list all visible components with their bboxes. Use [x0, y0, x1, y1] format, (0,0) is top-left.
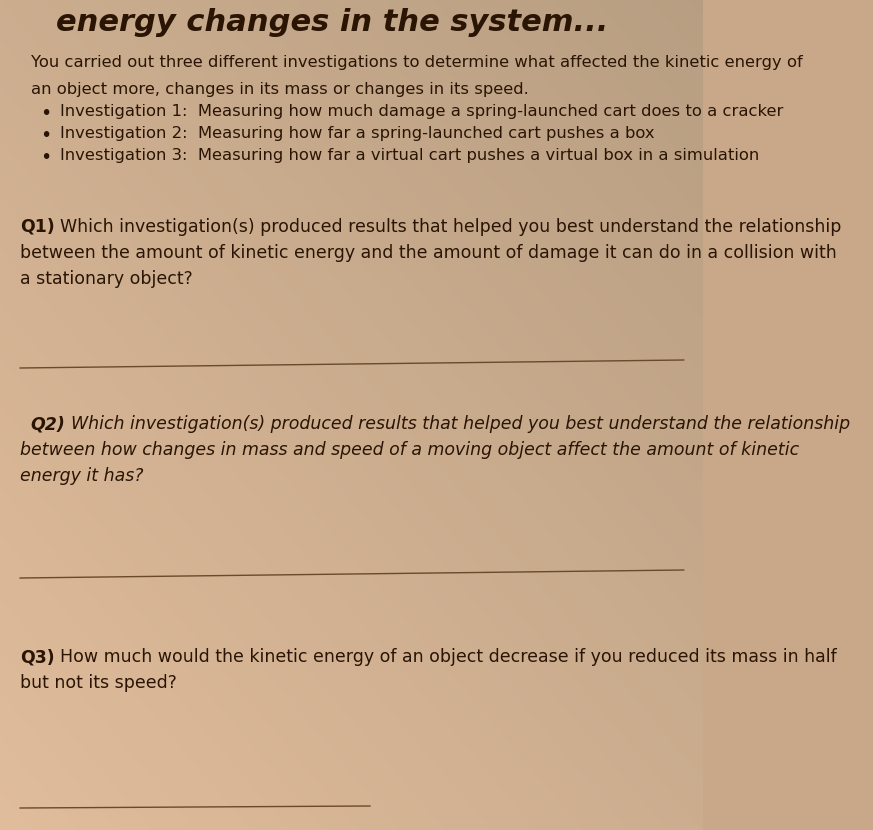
Text: energy it has?: energy it has?: [20, 467, 144, 485]
Text: How much would the kinetic energy of an object decrease if you reduced its mass : How much would the kinetic energy of an …: [60, 648, 837, 666]
Text: Q2): Q2): [31, 415, 65, 433]
Text: but not its speed?: but not its speed?: [20, 674, 177, 692]
Text: •: •: [40, 104, 52, 123]
Text: •: •: [40, 126, 52, 145]
Text: Investigation 2:  Measuring how far a spring-launched cart pushes a box: Investigation 2: Measuring how far a spr…: [60, 126, 655, 141]
Text: Which investigation(s) produced results that helped you best understand the rela: Which investigation(s) produced results …: [71, 415, 850, 433]
Text: Q3): Q3): [20, 648, 55, 666]
Text: •: •: [40, 148, 52, 167]
Text: You carried out three different investigations to determine what affected the ki: You carried out three different investig…: [31, 55, 802, 70]
Text: Investigation 1:  Measuring how much damage a spring-launched cart does to a cra: Investigation 1: Measuring how much dama…: [60, 104, 784, 119]
Text: Investigation 3:  Measuring how far a virtual cart pushes a virtual box in a sim: Investigation 3: Measuring how far a vir…: [60, 148, 760, 163]
Text: Q1): Q1): [20, 218, 55, 236]
Text: Which investigation(s) produced results that helped you best understand the rela: Which investigation(s) produced results …: [60, 218, 842, 236]
Text: between how changes in mass and speed of a moving object affect the amount of ki: between how changes in mass and speed of…: [20, 441, 800, 459]
Text: between the amount of kinetic energy and the amount of damage it can do in a col: between the amount of kinetic energy and…: [20, 244, 837, 262]
Text: energy changes in the system...: energy changes in the system...: [57, 8, 608, 37]
Text: an object more, changes in its mass or changes in its speed.: an object more, changes in its mass or c…: [31, 82, 528, 97]
Text: a stationary object?: a stationary object?: [20, 270, 193, 288]
